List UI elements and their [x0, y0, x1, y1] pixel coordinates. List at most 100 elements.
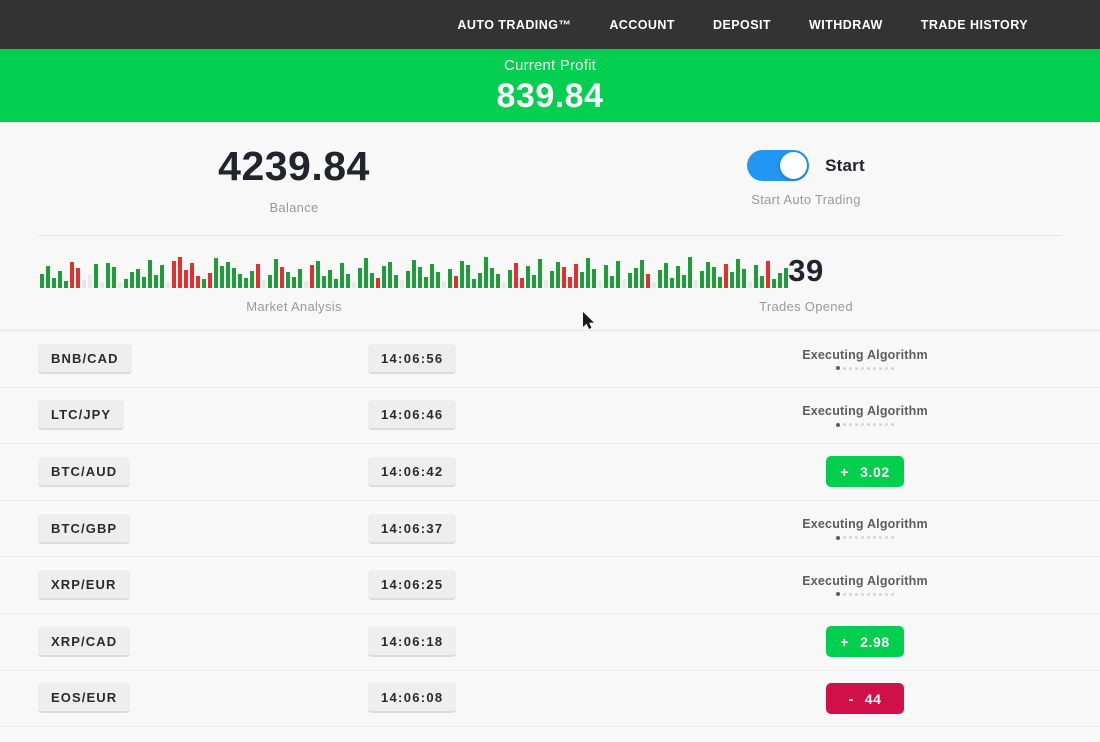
market-analysis-bar — [550, 271, 554, 288]
executing-algorithm-label: Executing Algorithm — [802, 573, 928, 588]
market-analysis-bar — [208, 273, 212, 288]
market-analysis-bar — [76, 268, 80, 288]
market-analysis-bar — [358, 268, 362, 288]
market-analysis-bar — [508, 270, 512, 288]
amount-sign: - — [848, 690, 854, 707]
table-row[interactable]: XRP/EUR 14:06:25 Executing Algorithm — [0, 557, 1100, 614]
trade-pair-cell: BTC/GBP — [38, 513, 368, 544]
progress-dot — [873, 536, 876, 540]
table-row[interactable]: BTC/GBP 14:06:37 Executing Algorithm — [0, 501, 1100, 558]
market-analysis-bar — [742, 269, 746, 288]
market-analysis-bar — [682, 275, 686, 288]
progress-dot — [873, 366, 876, 370]
progress-dot — [879, 592, 882, 596]
auto-trading-toggle-cell: Start Start Auto Trading — [550, 122, 1062, 235]
market-analysis-bar — [226, 262, 230, 288]
nav-deposit[interactable]: DEPOSIT — [712, 17, 772, 32]
currency-pair-badge: LTC/JPY — [38, 400, 125, 431]
market-analysis-bar — [544, 280, 548, 288]
trade-status-cell: +2.98 — [668, 626, 1062, 658]
market-analysis-bar — [628, 273, 632, 288]
trade-status-cell: Executing Algorithm — [668, 348, 1062, 371]
market-analysis-bar — [274, 259, 278, 288]
executing-algorithm-label: Executing Algorithm — [802, 517, 928, 532]
market-analysis-bar — [112, 267, 116, 288]
nav-account[interactable]: ACCOUNT — [609, 17, 675, 32]
nav-auto-trading[interactable]: AUTO TRADING™ — [457, 17, 572, 32]
trade-time-cell: 14:06:37 — [368, 513, 668, 544]
progress-dot — [836, 366, 840, 371]
amount-value: 44 — [864, 690, 882, 707]
trades-opened-value: 39 — [788, 252, 824, 288]
profit-badge: +2.98 — [826, 626, 904, 658]
trade-status-cell: Executing Algorithm — [668, 517, 1062, 540]
market-analysis-bar — [154, 275, 158, 288]
market-analysis-bar — [346, 274, 350, 288]
market-analysis-bar — [160, 265, 164, 288]
market-analysis-bar — [538, 259, 542, 288]
market-analysis-bar — [400, 280, 404, 288]
market-analysis-bar — [676, 266, 680, 288]
table-row[interactable]: BNB/CAD 14:06:56 Executing Algorithm — [0, 331, 1100, 388]
top-navigation-bar: AUTO TRADING™ ACCOUNT DEPOSIT WITHDRAW TRADE… — [0, 0, 1100, 49]
market-analysis-bar — [298, 269, 302, 288]
market-analysis-bar — [448, 269, 452, 288]
market-analysis-bar — [778, 273, 782, 288]
table-row[interactable]: XRP/CAD 14:06:18 +2.98 — [0, 614, 1100, 671]
market-analysis-bar — [574, 264, 578, 288]
progress-dot — [867, 592, 870, 596]
table-row[interactable]: LTC/JPY 14:06:46 Executing Algorithm — [0, 388, 1100, 445]
trade-time-cell: 14:06:08 — [368, 683, 668, 714]
market-analysis-bar — [760, 276, 764, 288]
market-analysis-bar — [340, 263, 344, 288]
trades-opened-cell: 39 Trades Opened — [550, 236, 1062, 330]
market-analysis-bar — [262, 280, 266, 288]
progress-dot — [855, 536, 858, 540]
summary-top-row: 4239.84 Balance Start Start Auto Trading — [0, 122, 1100, 235]
progress-dot — [879, 423, 882, 427]
market-analysis-bar — [580, 272, 584, 288]
market-analysis-bar — [646, 274, 650, 288]
market-analysis-bar — [670, 278, 674, 288]
market-analysis-bar — [484, 257, 488, 288]
market-analysis-bar — [730, 272, 734, 288]
market-analysis-chart — [40, 252, 788, 288]
market-analysis-bar — [700, 271, 704, 288]
market-analysis-bar — [532, 275, 536, 288]
market-analysis-bar — [106, 263, 110, 288]
market-analysis-bar — [40, 274, 44, 288]
progress-dot — [861, 592, 864, 596]
market-analysis-bar — [352, 282, 356, 288]
market-analysis-bar — [190, 263, 194, 288]
trade-time-cell: 14:06:56 — [368, 343, 668, 374]
progress-dot — [891, 536, 894, 540]
currency-pair-badge: XRP/CAD — [38, 626, 131, 657]
auto-trading-toggle[interactable] — [747, 150, 810, 181]
market-analysis-bar — [268, 275, 272, 288]
market-analysis-bar — [364, 258, 368, 288]
nav-withdraw[interactable]: WITHDRAW — [809, 17, 883, 32]
summary-divider — [38, 235, 1062, 236]
market-analysis-bar — [472, 279, 476, 288]
progress-dots-indicator — [836, 366, 894, 371]
trades-opened-label: Trades Opened — [759, 298, 853, 314]
market-analysis-bar — [502, 282, 506, 288]
market-analysis-bar — [694, 280, 698, 288]
market-analysis-bar — [304, 281, 308, 288]
progress-dot — [891, 592, 894, 596]
trade-time-cell: 14:06:18 — [368, 626, 668, 657]
trade-timestamp-badge: 14:06:56 — [368, 343, 457, 374]
table-row[interactable]: EOS/EUR 14:06:08 -44 — [0, 671, 1100, 728]
market-analysis-bar — [286, 272, 290, 288]
progress-dot — [873, 423, 876, 427]
market-analysis-bar — [520, 278, 524, 288]
market-analysis-bar — [526, 266, 530, 288]
market-analysis-bar — [376, 278, 380, 288]
progress-dot — [843, 536, 846, 540]
market-analysis-bar — [52, 278, 56, 288]
table-row[interactable]: BTC/AUD 14:06:42 +3.02 — [0, 444, 1100, 501]
market-analysis-bar — [130, 272, 134, 288]
nav-trade-history[interactable]: TRADE HISTORY — [920, 17, 1028, 32]
trades-table: BNB/CAD 14:06:56 Executing Algorithm LTC/JP… — [0, 330, 1100, 728]
market-analysis-bar — [406, 271, 410, 288]
